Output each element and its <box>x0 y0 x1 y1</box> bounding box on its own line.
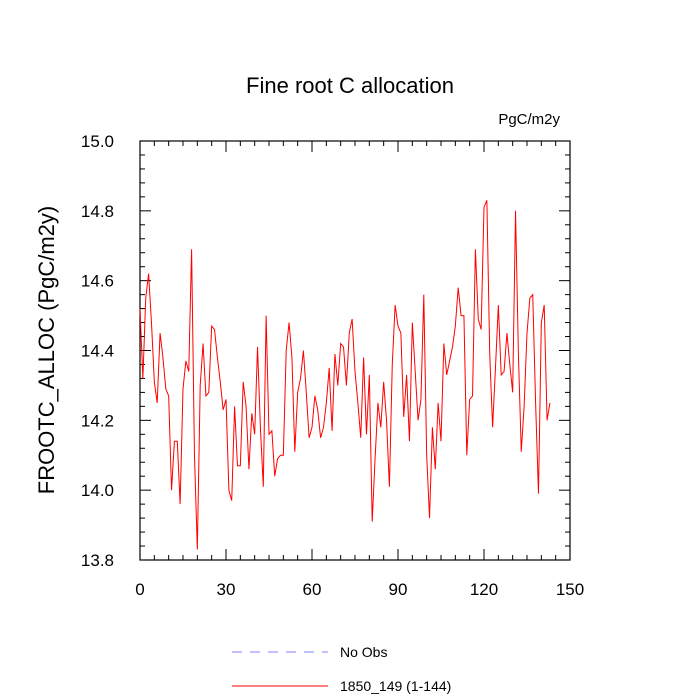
units-label: PgC/m2y <box>498 111 560 128</box>
chart-title: Fine root C allocation <box>246 73 454 98</box>
x-tick-label: 120 <box>470 580 498 599</box>
y-tick-label: 15.0 <box>81 132 114 151</box>
legend-label: No Obs <box>340 644 387 660</box>
y-tick-label: 14.8 <box>81 202 114 221</box>
x-tick-label: 150 <box>556 580 584 599</box>
y-axis-ticks: 13.8 14.0 14.2 14.4 14.6 14.8 15.0 <box>81 132 570 570</box>
y-tick-label: 13.8 <box>81 551 114 570</box>
y-tick-label: 14.2 <box>81 411 114 430</box>
x-tick-label: 30 <box>217 580 236 599</box>
y-tick-label: 14.6 <box>81 272 114 291</box>
series-layer <box>139 200 551 550</box>
y-tick-label: 14.4 <box>81 342 114 361</box>
legend-label: 1850_149 (1-144) <box>340 678 451 694</box>
y-tick-label: 14.0 <box>81 481 114 500</box>
x-tick-label: 60 <box>303 580 322 599</box>
x-tick-label: 90 <box>389 580 408 599</box>
legend: No Obs 1850_149 (1-144) <box>232 644 451 694</box>
series-line <box>139 200 551 550</box>
x-tick-label: 0 <box>135 580 144 599</box>
y-axis-label: FROOTC_ALLOC (PgC/m2y) <box>34 206 59 495</box>
x-axis-ticks: 0 30 60 90 120 150 <box>135 141 584 599</box>
